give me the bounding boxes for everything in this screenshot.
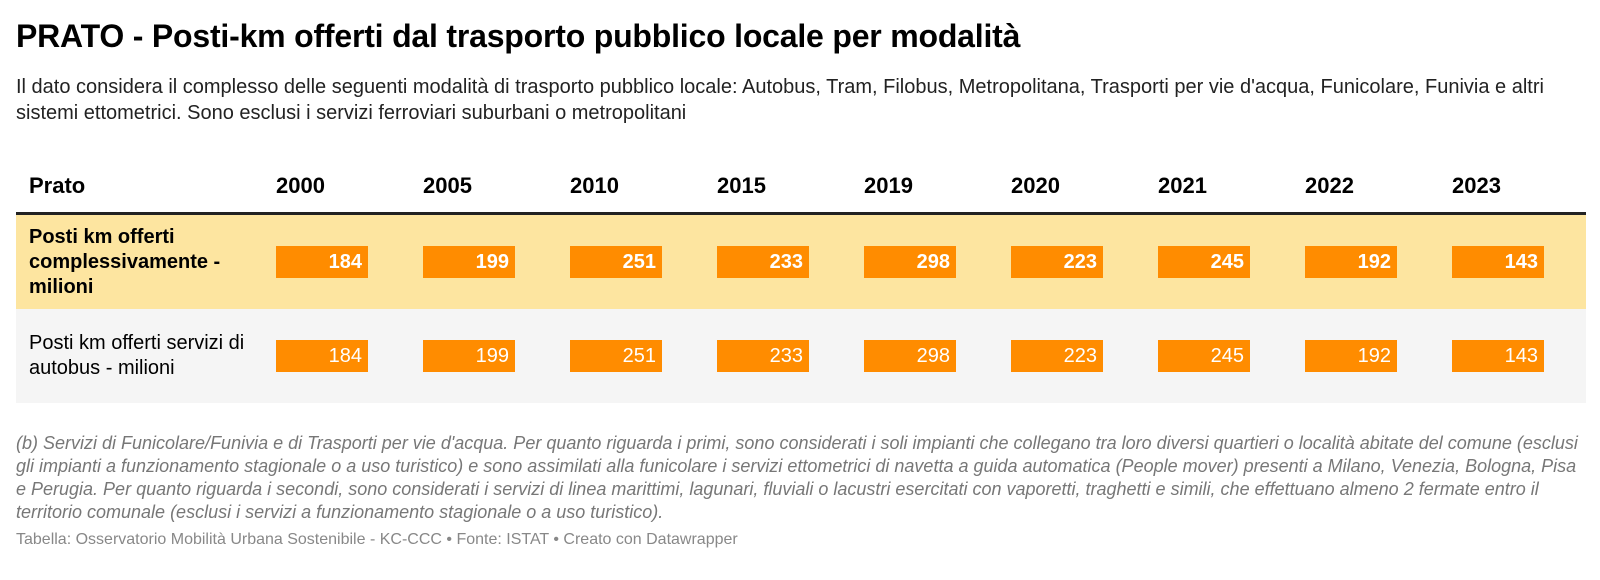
column-header-2000: 2000: [263, 160, 410, 215]
value-label: 245: [1210, 345, 1244, 367]
data-cell: 143: [1439, 213, 1586, 309]
data-cell: 245: [1145, 309, 1292, 403]
value-label: 143: [1504, 345, 1538, 367]
chart-title: PRATO - Posti-km offerti dal trasporto p…: [16, 18, 1021, 54]
value-bar: [570, 340, 662, 372]
data-cell: 233: [704, 309, 851, 403]
value-bar: [1305, 246, 1397, 278]
chart-notes: (b) Servizi di Funicolare/Funivia e di T…: [16, 433, 1578, 522]
value-label: 245: [1210, 251, 1244, 273]
data-cell: 298: [851, 213, 998, 309]
value-bar: [1158, 246, 1250, 278]
row-label: Posti km offerti complessivamente -milio…: [16, 213, 263, 309]
table-header: Prato 2000 2005 2010 2015 2019 2020 2021 2022 202…: [16, 160, 1586, 215]
data-cell: 184: [263, 213, 410, 309]
data-table: Prato 2000 2005 2010 2015 2019 2020 2021 2022 202…: [16, 160, 1586, 403]
value-label: 233: [769, 251, 803, 273]
value-bar: [717, 340, 809, 372]
row-label: Posti km offerti servizi di autobus - mi…: [16, 309, 263, 403]
value-label: 199: [475, 251, 509, 273]
chart-subtitle: Il dato considera il complesso delle seg…: [16, 76, 1544, 124]
value-bar: [276, 340, 368, 372]
value-label: 298: [916, 251, 950, 273]
table-row: Posti km offerti servizi di autobus - mi…: [16, 309, 1586, 403]
column-header-2005: 2005: [410, 160, 557, 215]
data-cell: 245: [1145, 213, 1292, 309]
value-bar: [1452, 246, 1544, 278]
column-header-2020: 2020: [998, 160, 1145, 215]
value-label: 199: [475, 345, 509, 367]
value-label: 143: [1504, 251, 1538, 273]
column-header-2019: 2019: [851, 160, 998, 215]
data-cell: 192: [1292, 213, 1439, 309]
value-label: 251: [622, 345, 656, 367]
value-label: 251: [622, 251, 656, 273]
data-cell: 298: [851, 309, 998, 403]
value-label: 223: [1063, 345, 1097, 367]
value-bar: [276, 246, 368, 278]
column-header-2022: 2022: [1292, 160, 1439, 215]
data-cell: 223: [998, 309, 1145, 403]
header-row: Prato 2000 2005 2010 2015 2019 2020 2021 2022 202…: [16, 160, 1586, 215]
value-label: 184: [328, 345, 362, 367]
data-cell: 199: [410, 309, 557, 403]
value-label: 184: [328, 251, 362, 273]
value-bar: [1452, 340, 1544, 372]
value-bar: [423, 340, 515, 372]
value-label: 192: [1357, 251, 1391, 273]
value-bar: [1011, 246, 1103, 278]
value-label: 192: [1357, 345, 1391, 367]
value-bar: [1011, 340, 1103, 372]
chart-footer: Tabella: Osservatorio Mobilità Urbana So…: [16, 531, 738, 548]
value-bar: [570, 246, 662, 278]
header-label: Prato: [16, 160, 263, 215]
value-bar: [423, 246, 515, 278]
value-bar: [864, 246, 956, 278]
value-label: 298: [916, 345, 950, 367]
column-header-2023: 2023: [1439, 160, 1586, 215]
data-cell: 251: [557, 309, 704, 403]
data-cell: 233: [704, 213, 851, 309]
table-row: Posti km offerti complessivamente -milio…: [16, 213, 1586, 309]
value-bar: [864, 340, 956, 372]
column-header-2015: 2015: [704, 160, 851, 215]
column-header-2021: 2021: [1145, 160, 1292, 215]
data-cell: 143: [1439, 309, 1586, 403]
value-bar: [717, 246, 809, 278]
value-label: 233: [769, 345, 803, 367]
data-cell: 192: [1292, 309, 1439, 403]
data-cell: 251: [557, 213, 704, 309]
table-body: Posti km offerti complessivamente -milio…: [16, 213, 1586, 403]
value-label: 223: [1063, 251, 1097, 273]
column-header-2010: 2010: [557, 160, 704, 215]
data-cell: 223: [998, 213, 1145, 309]
data-cell: 184: [263, 309, 410, 403]
value-bar: [1158, 340, 1250, 372]
value-bar: [1305, 340, 1397, 372]
data-cell: 199: [410, 213, 557, 309]
